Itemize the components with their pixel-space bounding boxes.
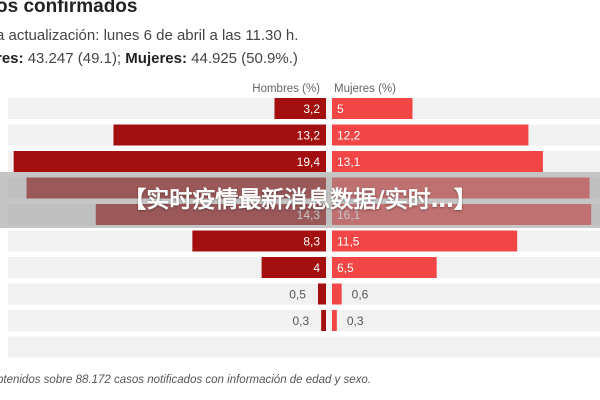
- men-bar: [13, 151, 326, 172]
- watermark-banner: 【实时疫情最新消息数据/实时…】: [0, 172, 600, 228]
- women-bar: [332, 310, 337, 331]
- row-background: [8, 310, 600, 331]
- women-bar-label: 6,5: [337, 261, 354, 275]
- row-background: [8, 283, 600, 305]
- men-bar: [261, 257, 326, 278]
- women-bar-label: 0,6: [352, 288, 369, 302]
- chart-footnote: btenidos sobre 88.172 casos notificados …: [0, 374, 371, 386]
- women-bar-label: 0,3: [347, 314, 364, 328]
- men-bar-label: 0,5: [289, 288, 306, 302]
- update-subtitle: a actualización: lunes 6 de abril a las …: [0, 27, 299, 44]
- page-title: os confirmados: [0, 0, 138, 17]
- row-background: [8, 336, 600, 358]
- women-bar-label: 5: [337, 102, 344, 116]
- men-bar: [113, 124, 326, 146]
- men-total-value: 43.247 (49.1);: [27, 50, 122, 67]
- men-bar-label: 3,2: [303, 102, 320, 116]
- women-bar-label: 12,2: [337, 129, 361, 143]
- banner-text: 【实时疫情最新消息数据/实时…】: [123, 187, 477, 213]
- men-bar: [317, 283, 326, 305]
- men-bar-label: 0,3: [292, 314, 309, 328]
- men-bar: [274, 98, 326, 119]
- women-column-header: Mujeres (%): [334, 83, 396, 95]
- men-bar-label: 8,3: [303, 235, 320, 249]
- men-total-label: res:: [0, 50, 24, 67]
- women-bar-label: 11,5: [337, 235, 360, 249]
- men-bar: [192, 230, 326, 252]
- women-bar: [332, 283, 342, 305]
- women-bar: [332, 230, 518, 252]
- women-total-value: 44.925 (50.9%.): [191, 50, 298, 67]
- women-bar: [332, 151, 543, 172]
- men-bar: [321, 310, 326, 331]
- totals-line: res: 43.247 (49.1); Mujeres: 44.925 (50.…: [0, 50, 298, 67]
- men-bar-label: 19,4: [297, 155, 321, 169]
- women-bar: [332, 98, 413, 119]
- men-bar-label: 4: [313, 261, 320, 275]
- women-bar-label: 13,1: [337, 155, 361, 169]
- men-column-header: Hombres (%): [252, 83, 320, 95]
- women-bar: [332, 257, 437, 278]
- men-bar-label: 13,2: [297, 129, 321, 143]
- women-bar: [332, 124, 529, 146]
- women-total-label: Mujeres:: [125, 50, 187, 67]
